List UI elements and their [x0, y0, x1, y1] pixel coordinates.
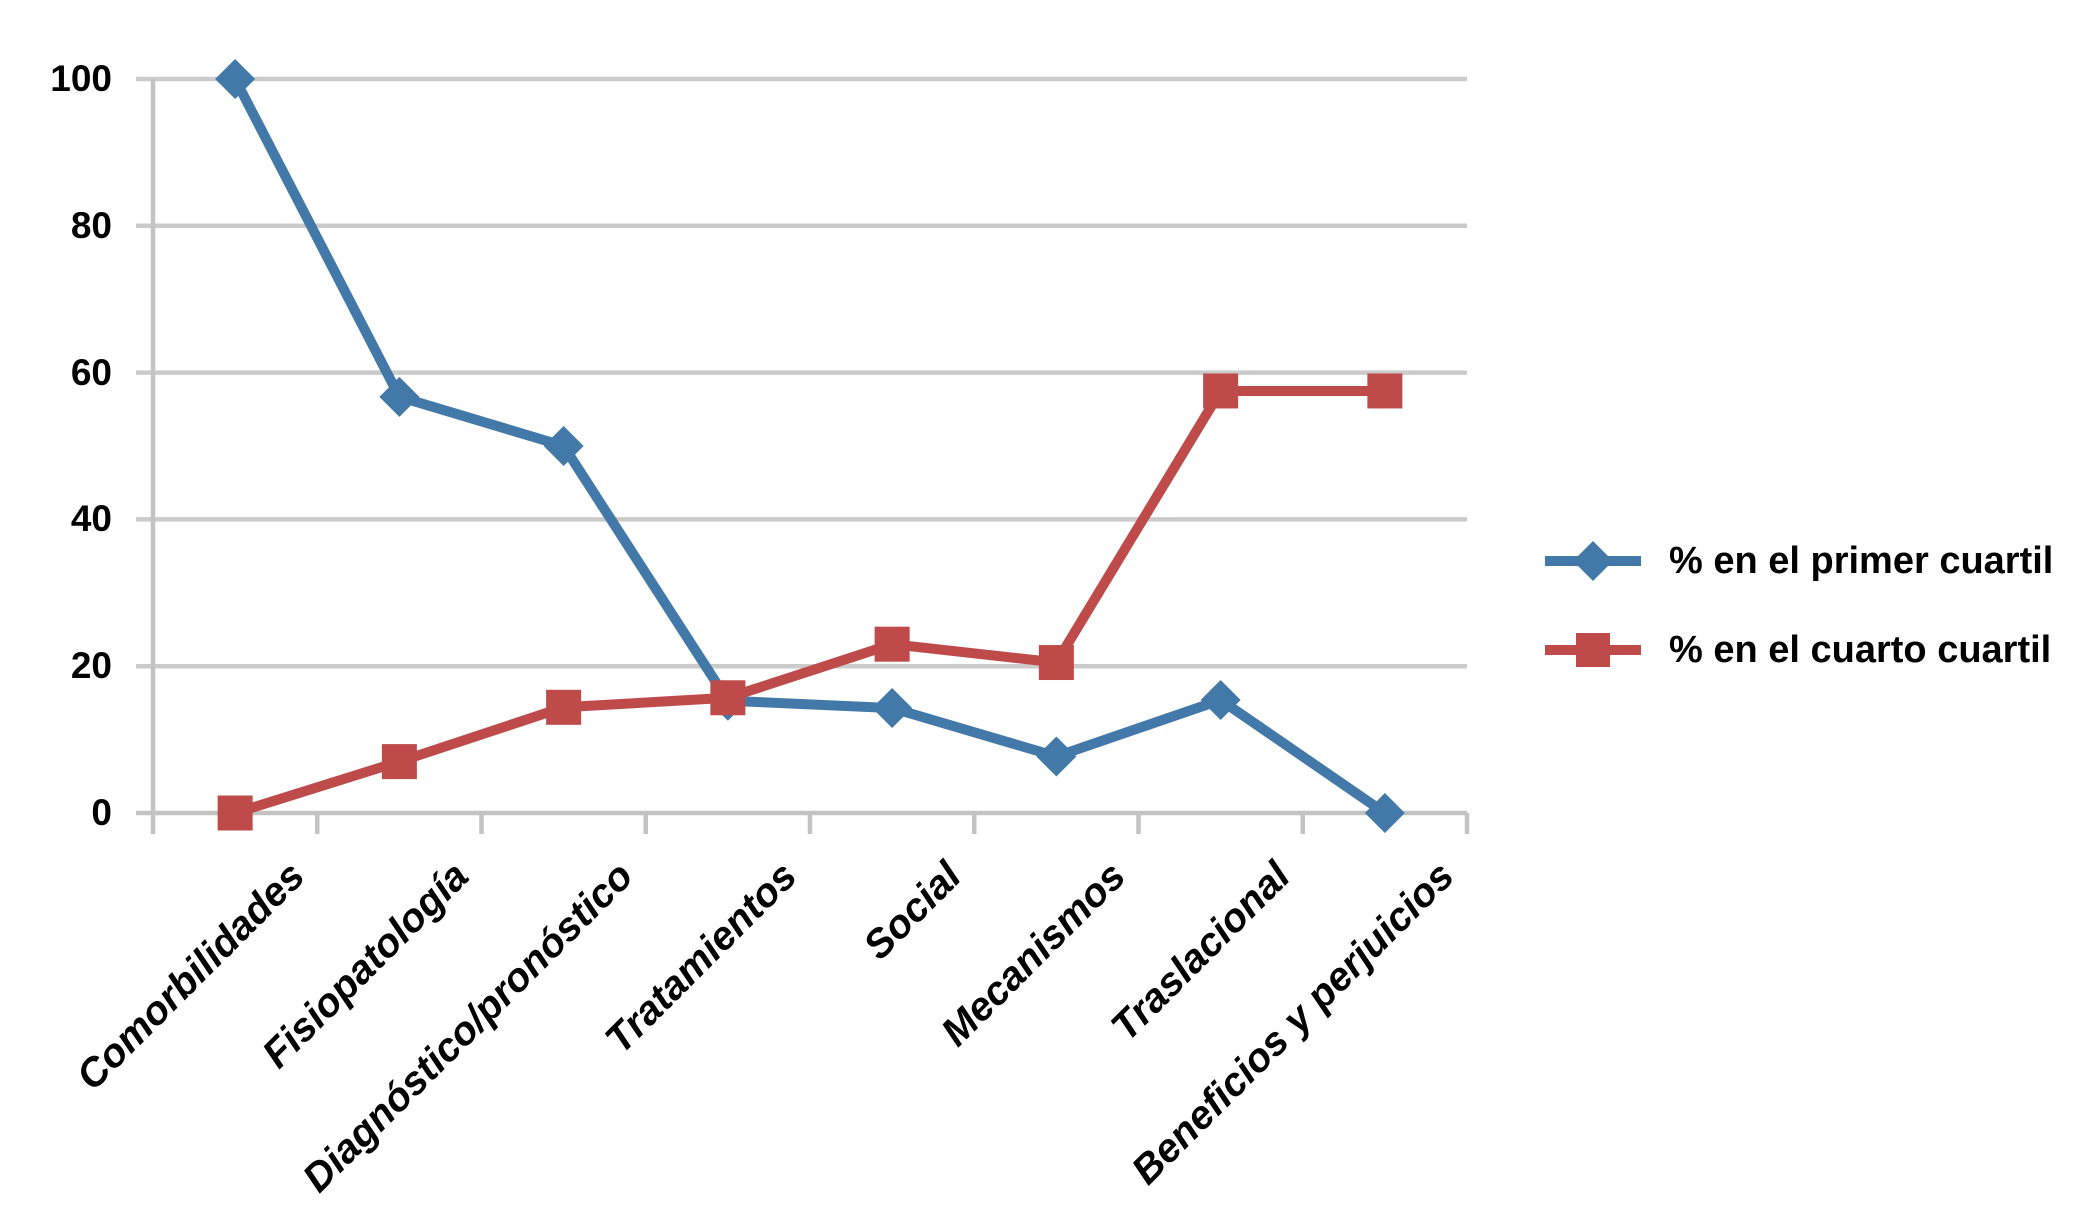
y-axis-label: 60 [70, 351, 112, 393]
y-axis-label: 80 [70, 204, 112, 246]
series-line-cuarto-cuartil [230, 385, 1390, 818]
data-point-marker-square [546, 689, 582, 725]
data-point-marker-square [874, 626, 910, 662]
data-point-marker-square [1203, 373, 1239, 409]
data-point-marker-square [217, 795, 253, 831]
data-point-marker-diamond [1364, 793, 1405, 833]
data-point-marker-diamond [1036, 736, 1077, 777]
data-point-marker-diamond [543, 426, 584, 466]
legend-label-primer-cuartil: % en el primer cuartil [1669, 539, 2054, 582]
y-axis-label: 20 [70, 645, 112, 687]
legend-item-cuarto-cuartil: % en el cuarto cuartil [1543, 627, 2053, 673]
data-point-marker-square [1367, 373, 1403, 409]
data-point-marker-diamond [1200, 679, 1241, 720]
data-point-marker-diamond [872, 688, 913, 729]
data-point-marker-square [1038, 645, 1074, 681]
y-axis-label: 40 [70, 498, 112, 540]
series-line-primer-cuartil [230, 74, 1390, 818]
data-point-marker-square [710, 680, 746, 716]
data-point-marker-diamond [215, 59, 256, 99]
y-axis-label: 100 [50, 58, 112, 99]
y-axis-label: 0 [91, 792, 112, 833]
red-square-marker-icon [1545, 633, 1641, 667]
data-point-marker-square [381, 744, 417, 780]
blue-diamond-marker-icon [1545, 541, 1641, 581]
data-point-marker-diamond [379, 376, 420, 417]
legend-label-cuarto-cuartil: % en el cuarto cuartil [1669, 628, 2052, 671]
legend: % en el primer cuartil % en el cuarto cu… [1543, 538, 2053, 673]
legend-item-primer-cuartil: % en el primer cuartil [1543, 538, 2053, 584]
